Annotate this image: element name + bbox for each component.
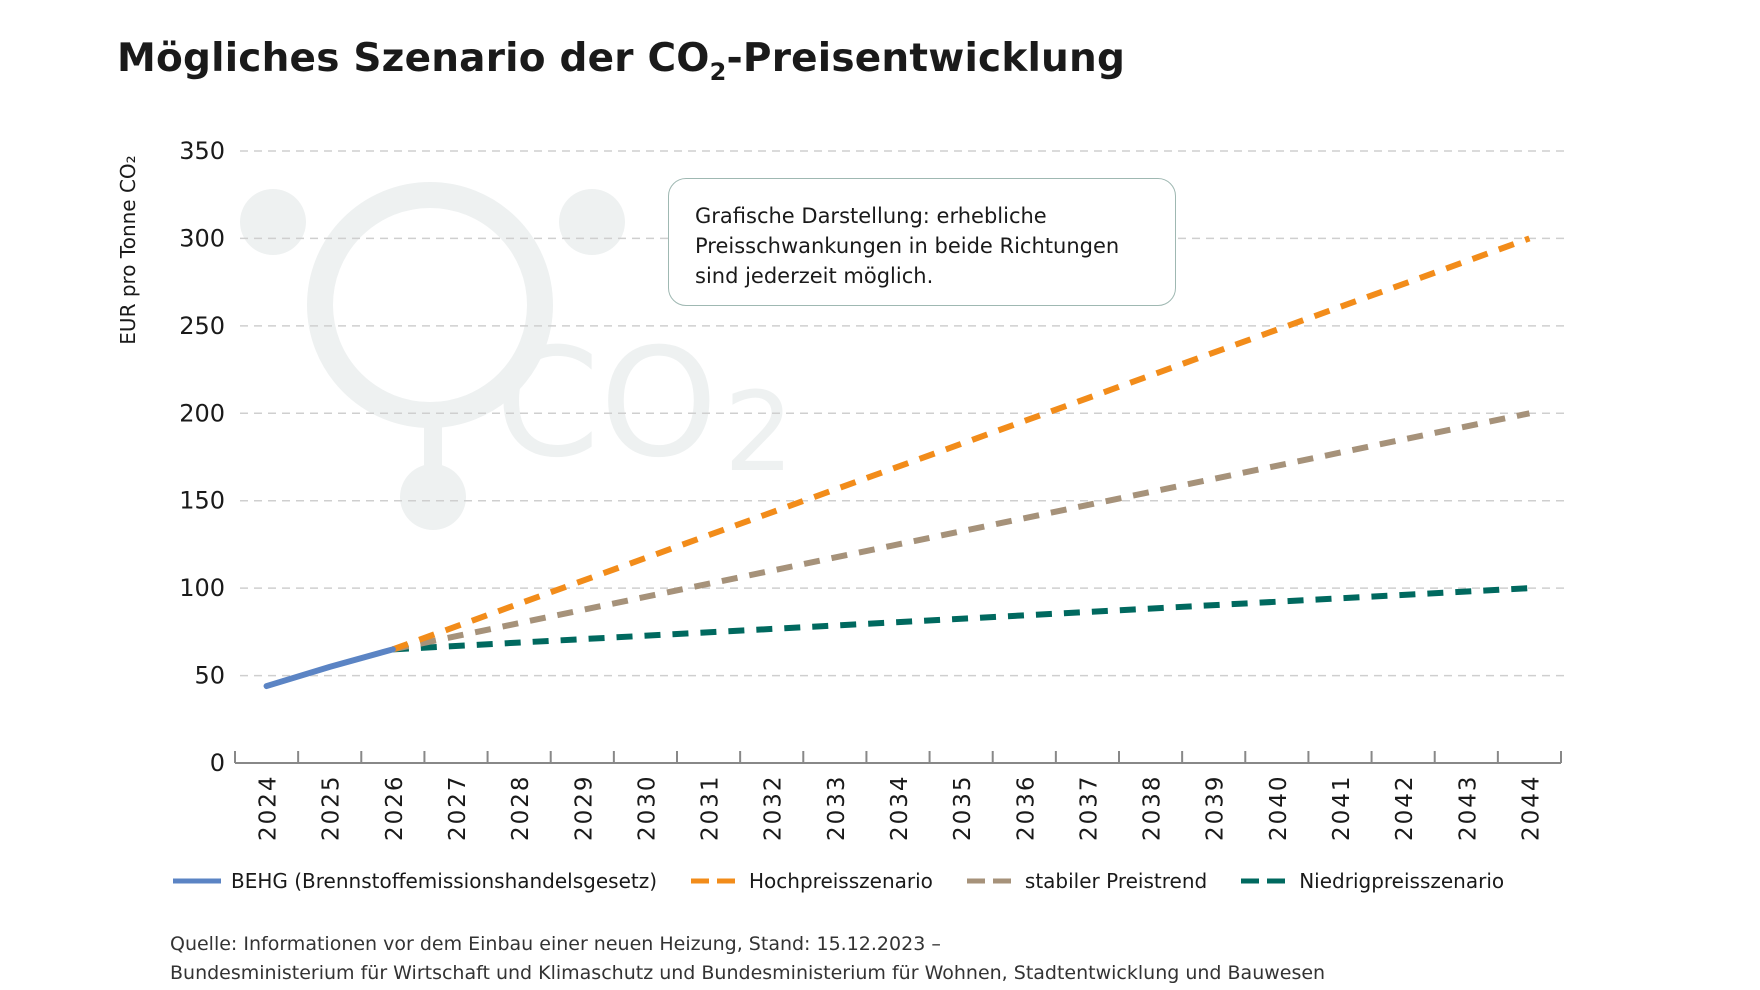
watermark-node (559, 189, 625, 255)
x-tick-label: 2040 (1266, 774, 1292, 841)
x-tick-label: 2027 (445, 774, 471, 841)
x-tick-label: 2032 (761, 774, 787, 841)
x-tick-label: 2034 (887, 774, 913, 841)
series-line-behg (263, 646, 396, 690)
legend-swatch (1241, 878, 1290, 884)
x-tick-label: 2024 (256, 774, 282, 841)
annotation-line: Preisschwankungen in beide Richtungen (695, 234, 1120, 258)
legend-swatch (691, 878, 740, 884)
y-tick-label: 300 (179, 224, 225, 252)
y-tick-label: 250 (179, 312, 225, 340)
series-line-stabiler (392, 410, 1531, 653)
y-tick-label: 150 (179, 487, 225, 515)
title-text: Mögliches Szenario der CO (117, 36, 710, 81)
title-text-rest: -Preisentwicklung (726, 36, 1126, 81)
x-tick-label: 2041 (1329, 774, 1355, 841)
source-line: Quelle: Informationen vor dem Einbau ein… (170, 933, 941, 955)
x-tick-label: 2033 (824, 774, 850, 841)
y-tick-label: 0 (210, 749, 225, 777)
watermark-text: CO2 (495, 317, 794, 496)
x-tick-label: 2039 (1203, 774, 1229, 841)
x-tick-label: 2036 (1013, 774, 1039, 841)
y-tick-label: 350 (179, 137, 225, 165)
x-tick-label: 2028 (508, 774, 534, 841)
x-tick-label: 2031 (698, 774, 724, 841)
x-tick-label: 2035 (950, 774, 976, 841)
y-tick-label: 100 (179, 574, 225, 602)
legend-label: Niedrigpreisszenario (1299, 869, 1505, 893)
series-line-hochpreisszenario (391, 235, 1531, 653)
chart-title: Mögliches Szenario der CO2-Preisentwickl… (117, 36, 1125, 86)
legend-label: BEHG (Brennstoffemissionshandelsgesetz) (231, 869, 658, 893)
series-line-niedrigpreisszenario (392, 585, 1530, 653)
legend-label: Hochpreisszenario (749, 869, 933, 893)
x-tick-label: 2037 (1076, 774, 1102, 841)
source-note: Quelle: Informationen vor dem Einbau ein… (170, 930, 1325, 988)
x-tick-label: 2026 (382, 774, 408, 841)
x-tick-label: 2042 (1392, 774, 1418, 841)
legend-item: BEHG (Brennstoffemissionshandelsgesetz) (173, 869, 657, 893)
legend: BEHG (Brennstoffemissionshandelsgesetz) H… (173, 869, 1504, 893)
watermark-node (240, 189, 306, 255)
legend-swatch (173, 878, 221, 884)
annotation-line: Grafische Darstellung: erhebliche (695, 204, 1047, 228)
legend-swatch (966, 878, 1015, 884)
x-tick-label: 2038 (1140, 774, 1166, 841)
legend-item: stabiler Preistrend (966, 869, 1208, 893)
x-tick-label: 2029 (571, 774, 597, 841)
x-tick-label: 2025 (319, 774, 345, 841)
co2-watermark-logo: CO2 (240, 182, 794, 530)
source-line: Bundesministerium für Wirtschaft und Kli… (170, 962, 1326, 984)
title-subscript: 2 (709, 57, 727, 86)
annotation-box: Grafische Darstellung: erhebliche Preiss… (668, 178, 1176, 306)
x-tick-label: 2044 (1518, 774, 1544, 841)
x-tick-label: 2043 (1455, 774, 1481, 841)
legend-label: stabiler Preistrend (1024, 869, 1208, 893)
y-tick-label: 50 (194, 662, 225, 690)
y-axis-label: EUR pro Tonne CO₂ (116, 155, 140, 345)
legend-item: Hochpreisszenario (691, 869, 933, 893)
watermark-node (400, 464, 466, 530)
x-tick-label: 2030 (634, 774, 660, 841)
legend-item: Niedrigpreisszenario (1241, 869, 1504, 893)
y-tick-label: 200 (179, 399, 225, 427)
annotation-line: sind jederzeit möglich. (695, 264, 934, 288)
